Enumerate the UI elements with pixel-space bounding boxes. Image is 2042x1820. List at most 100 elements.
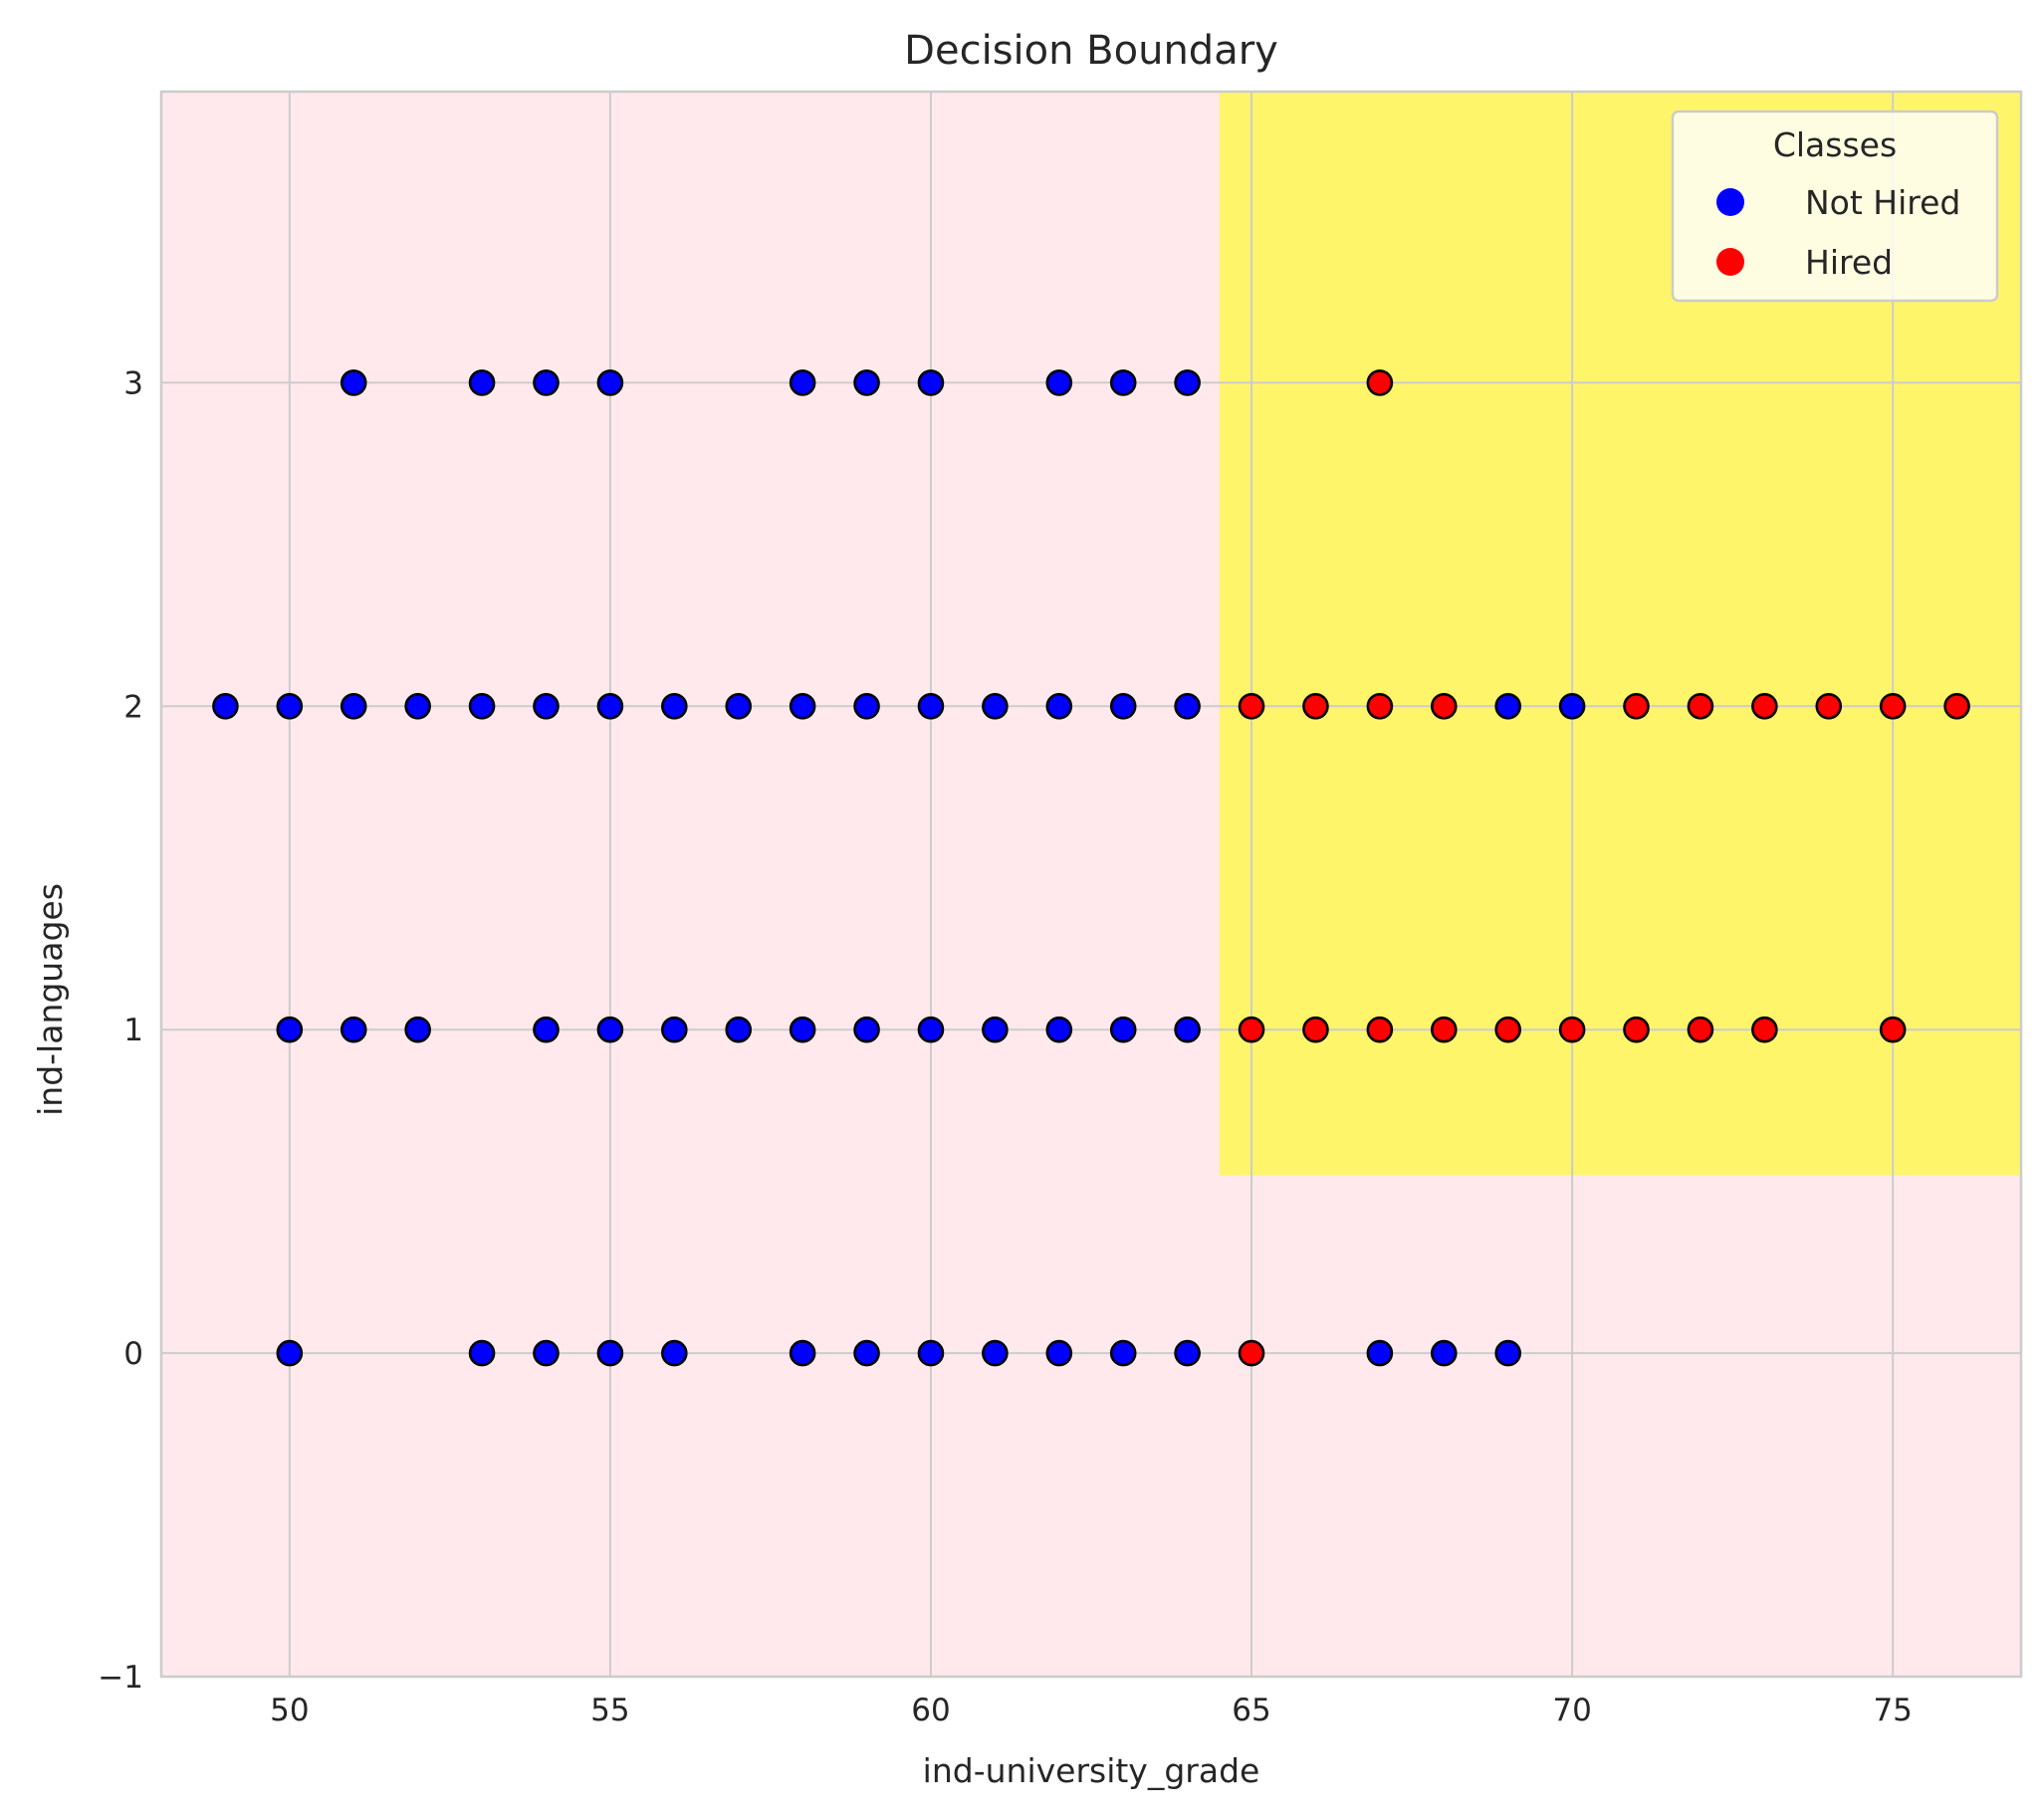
point-not-hired bbox=[276, 693, 304, 720]
point-not-hired bbox=[1109, 1339, 1137, 1367]
point-not-hired bbox=[853, 1016, 880, 1043]
point-not-hired bbox=[596, 693, 624, 720]
point-not-hired bbox=[789, 693, 816, 720]
point-not-hired bbox=[661, 1339, 688, 1367]
point-not-hired bbox=[340, 693, 367, 720]
point-not-hired bbox=[468, 369, 496, 396]
point-not-hired bbox=[789, 1016, 816, 1043]
point-not-hired bbox=[661, 1016, 688, 1043]
point-not-hired bbox=[1109, 369, 1137, 396]
point-not-hired bbox=[853, 369, 880, 396]
point-hired bbox=[1238, 1016, 1265, 1043]
point-not-hired bbox=[1494, 693, 1521, 720]
x-tick-label: 50 bbox=[270, 1693, 309, 1728]
y-tick-label: 1 bbox=[123, 1013, 143, 1048]
point-hired bbox=[1302, 1016, 1329, 1043]
point-not-hired bbox=[917, 369, 945, 396]
point-not-hired bbox=[596, 1339, 624, 1367]
point-not-hired bbox=[725, 1016, 753, 1043]
x-tick-label: 75 bbox=[1873, 1693, 1912, 1728]
point-not-hired bbox=[917, 1339, 945, 1367]
point-not-hired bbox=[1045, 1016, 1073, 1043]
point-not-hired bbox=[853, 693, 880, 720]
y-tick-label: 3 bbox=[123, 365, 143, 401]
x-tick-label: 70 bbox=[1552, 1693, 1591, 1728]
point-not-hired bbox=[982, 1016, 1009, 1043]
chart-title: Decision Boundary bbox=[904, 28, 1278, 74]
point-hired bbox=[1494, 1016, 1521, 1043]
point-not-hired bbox=[404, 1016, 431, 1043]
y-tick-label: −1 bbox=[98, 1660, 143, 1696]
point-hired bbox=[1302, 693, 1329, 720]
plot-area bbox=[159, 90, 2023, 1679]
point-hired bbox=[1430, 693, 1458, 720]
point-not-hired bbox=[533, 1016, 560, 1043]
point-hired bbox=[1238, 693, 1265, 720]
point-not-hired bbox=[1174, 693, 1201, 720]
legend-box bbox=[1671, 110, 1999, 303]
point-hired bbox=[1558, 1016, 1586, 1043]
point-hired bbox=[1238, 1339, 1265, 1367]
point-not-hired bbox=[1366, 1339, 1394, 1367]
legend-label-hired: Hired bbox=[1805, 243, 1893, 282]
x-axis-ticks: 50 55 60 65 70 75 bbox=[270, 1693, 1913, 1728]
point-hired bbox=[1879, 693, 1907, 720]
y-axis-label: ind-languages bbox=[31, 883, 70, 1116]
point-not-hired bbox=[1109, 693, 1137, 720]
point-not-hired bbox=[1045, 693, 1073, 720]
y-axis-ticks: −1 0 1 2 3 bbox=[98, 365, 143, 1696]
y-tick-label: 2 bbox=[123, 689, 143, 725]
point-not-hired bbox=[533, 369, 560, 396]
point-not-hired bbox=[533, 1339, 560, 1367]
point-not-hired bbox=[1494, 1339, 1521, 1367]
point-not-hired bbox=[276, 1016, 304, 1043]
x-tick-label: 65 bbox=[1232, 1693, 1270, 1728]
point-not-hired bbox=[982, 693, 1009, 720]
point-hired bbox=[1879, 1016, 1907, 1043]
point-not-hired bbox=[596, 1016, 624, 1043]
point-not-hired bbox=[340, 369, 367, 396]
point-not-hired bbox=[212, 693, 239, 720]
point-not-hired bbox=[1430, 1339, 1458, 1367]
point-not-hired bbox=[789, 1339, 816, 1367]
point-hired bbox=[1751, 1016, 1778, 1043]
x-tick-label: 55 bbox=[590, 1693, 629, 1728]
point-not-hired bbox=[1045, 1339, 1073, 1367]
point-hired bbox=[1687, 1016, 1714, 1043]
point-not-hired bbox=[533, 693, 560, 720]
data-points bbox=[212, 369, 1970, 1367]
point-not-hired bbox=[661, 693, 688, 720]
point-hired bbox=[1815, 693, 1843, 720]
point-not-hired bbox=[1558, 693, 1586, 720]
plot-frame bbox=[159, 90, 2023, 1679]
legend-marker-hired bbox=[1716, 248, 1744, 276]
point-not-hired bbox=[596, 369, 624, 396]
point-hired bbox=[1687, 693, 1714, 720]
point-hired bbox=[1430, 1016, 1458, 1043]
legend-title: Classes bbox=[1773, 125, 1897, 164]
point-hired bbox=[1623, 1016, 1650, 1043]
point-not-hired bbox=[789, 369, 816, 396]
x-axis-label: ind-university_grade bbox=[923, 1751, 1260, 1790]
point-not-hired bbox=[917, 1016, 945, 1043]
x-tick-label: 60 bbox=[911, 1693, 950, 1728]
point-not-hired bbox=[725, 693, 753, 720]
legend: Classes Not Hired Hired bbox=[1671, 110, 1999, 303]
point-hired bbox=[1943, 693, 1970, 720]
y-tick-label: 0 bbox=[123, 1336, 143, 1372]
point-not-hired bbox=[853, 1339, 880, 1367]
point-not-hired bbox=[1174, 369, 1201, 396]
point-not-hired bbox=[404, 693, 431, 720]
point-not-hired bbox=[468, 693, 496, 720]
legend-label-not-hired: Not Hired bbox=[1805, 183, 1960, 222]
point-hired bbox=[1366, 369, 1394, 396]
point-not-hired bbox=[468, 1339, 496, 1367]
point-hired bbox=[1623, 693, 1650, 720]
point-not-hired bbox=[276, 1339, 304, 1367]
point-hired bbox=[1751, 693, 1778, 720]
point-not-hired bbox=[1174, 1016, 1201, 1043]
point-not-hired bbox=[1045, 369, 1073, 396]
point-not-hired bbox=[917, 693, 945, 720]
point-not-hired bbox=[982, 1339, 1009, 1367]
